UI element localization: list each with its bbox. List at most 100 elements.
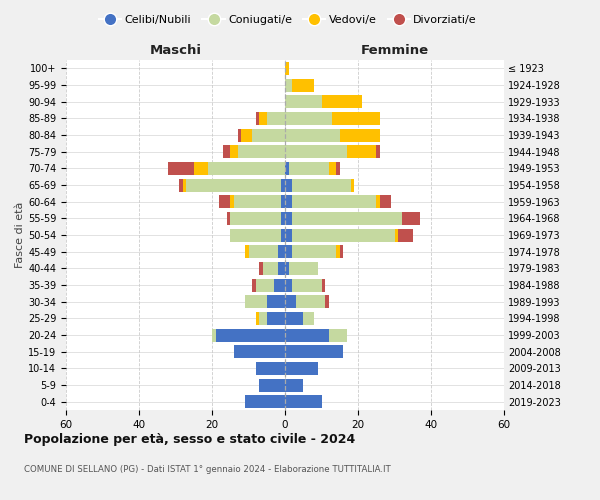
Bar (336, 162, 340, 175)
Bar (340, 245, 343, 258)
Bar (256, 112, 259, 125)
Bar (285, 178, 292, 192)
Bar (245, 395, 285, 408)
Text: COMUNE DI SELLANO (PG) - Dati ISTAT 1° gennaio 2024 - Elaborazione TUTTITALIA.IT: COMUNE DI SELLANO (PG) - Dati ISTAT 1° g… (24, 465, 391, 474)
Bar (234, 195, 281, 208)
Bar (285, 95, 322, 108)
Bar (285, 195, 292, 208)
Bar (285, 228, 292, 241)
Bar (347, 145, 376, 158)
Bar (285, 245, 292, 258)
Bar (230, 228, 281, 241)
Bar (402, 212, 420, 225)
Bar (252, 278, 256, 291)
Bar (238, 128, 241, 141)
Bar (234, 345, 285, 358)
Bar (285, 295, 296, 308)
Bar (332, 112, 380, 125)
Bar (395, 228, 398, 241)
Bar (285, 278, 292, 291)
Bar (168, 162, 194, 175)
Text: Maschi: Maschi (149, 44, 202, 57)
Bar (278, 262, 285, 275)
Bar (336, 245, 340, 258)
Bar (241, 128, 252, 141)
Bar (340, 128, 380, 141)
Bar (292, 228, 395, 241)
Bar (220, 195, 230, 208)
Bar (245, 245, 248, 258)
Bar (285, 212, 292, 225)
Bar (303, 312, 314, 325)
Bar (281, 212, 285, 225)
Bar (289, 162, 329, 175)
Bar (267, 312, 285, 325)
Bar (230, 212, 281, 225)
Bar (212, 328, 215, 342)
Bar (281, 178, 285, 192)
Bar (259, 378, 285, 392)
Bar (274, 278, 285, 291)
Bar (329, 162, 336, 175)
Bar (285, 62, 289, 75)
Bar (281, 228, 285, 241)
Bar (292, 212, 402, 225)
Bar (208, 162, 285, 175)
Bar (285, 378, 303, 392)
Bar (187, 178, 281, 192)
Bar (259, 112, 267, 125)
Bar (292, 245, 336, 258)
Bar (256, 312, 259, 325)
Bar (285, 128, 340, 141)
Bar (259, 312, 267, 325)
Bar (322, 278, 325, 291)
Bar (256, 278, 274, 291)
Bar (179, 178, 183, 192)
Bar (285, 112, 332, 125)
Text: Popolazione per età, sesso e stato civile - 2024: Popolazione per età, sesso e stato civil… (24, 432, 355, 446)
Bar (350, 178, 355, 192)
Bar (285, 395, 322, 408)
Bar (285, 328, 329, 342)
Bar (194, 162, 208, 175)
Bar (223, 145, 230, 158)
Bar (267, 112, 285, 125)
Bar (285, 78, 292, 92)
Text: Femmine: Femmine (361, 44, 428, 57)
Bar (238, 145, 285, 158)
Bar (285, 362, 318, 375)
Bar (376, 195, 380, 208)
Bar (285, 345, 343, 358)
Bar (259, 262, 263, 275)
Bar (285, 312, 303, 325)
Bar (325, 295, 329, 308)
Bar (256, 362, 285, 375)
Bar (398, 228, 413, 241)
Bar (227, 212, 230, 225)
Bar (289, 262, 318, 275)
Bar (380, 195, 391, 208)
Bar (322, 95, 362, 108)
Bar (215, 328, 285, 342)
Bar (285, 162, 289, 175)
Bar (252, 128, 285, 141)
Bar (248, 245, 278, 258)
Bar (278, 245, 285, 258)
Bar (230, 195, 234, 208)
Bar (292, 278, 322, 291)
Bar (292, 78, 314, 92)
Bar (281, 195, 285, 208)
Bar (285, 145, 347, 158)
Bar (296, 295, 325, 308)
Bar (292, 195, 376, 208)
Bar (292, 178, 351, 192)
Y-axis label: Fasce di età: Fasce di età (15, 202, 25, 268)
Bar (230, 145, 238, 158)
Bar (285, 262, 289, 275)
Bar (263, 262, 278, 275)
Bar (329, 328, 347, 342)
Bar (245, 295, 267, 308)
Legend: Celibi/Nubili, Coniugati/e, Vedovi/e, Divorziati/e: Celibi/Nubili, Coniugati/e, Vedovi/e, Di… (95, 10, 481, 29)
Bar (267, 295, 285, 308)
Bar (376, 145, 380, 158)
